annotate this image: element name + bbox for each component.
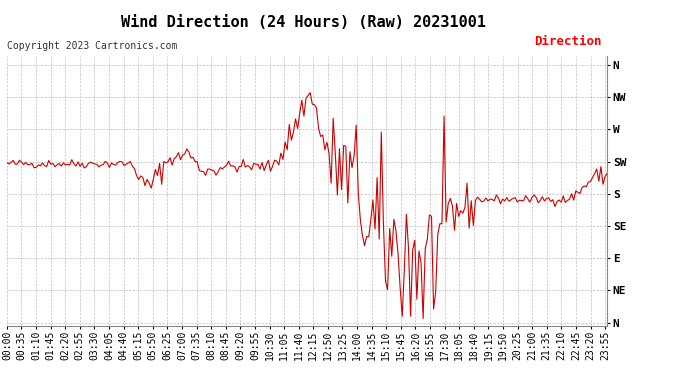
Text: Wind Direction (24 Hours) (Raw) 20231001: Wind Direction (24 Hours) (Raw) 20231001	[121, 15, 486, 30]
Text: Copyright 2023 Cartronics.com: Copyright 2023 Cartronics.com	[7, 41, 177, 51]
Text: Direction: Direction	[533, 34, 601, 48]
